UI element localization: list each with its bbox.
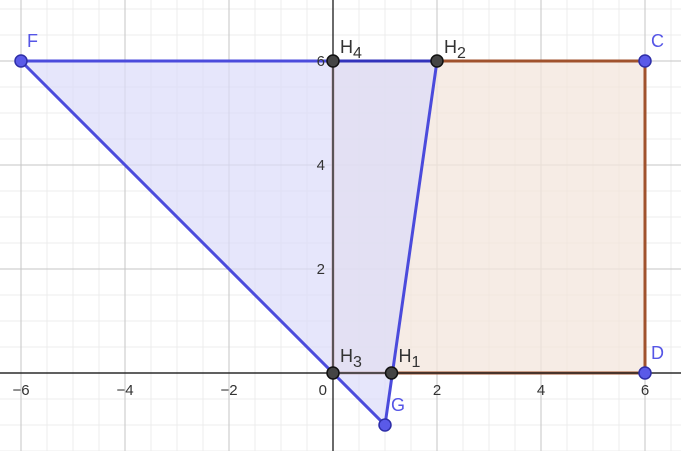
x-tick-label: 4 — [537, 382, 545, 399]
point-label: F — [27, 31, 38, 51]
point-marker[interactable] — [326, 366, 340, 380]
y-tick-label: 4 — [317, 157, 325, 174]
point-label: D — [651, 343, 664, 363]
point-marker[interactable] — [378, 418, 392, 432]
point-marker[interactable] — [638, 366, 652, 380]
point-d[interactable]: D — [638, 343, 664, 380]
x-tick-label: 0 — [319, 382, 327, 399]
point-label-subscript: 4 — [353, 45, 362, 62]
point-marker[interactable] — [638, 54, 652, 68]
point-marker[interactable] — [14, 54, 28, 68]
point-f[interactable]: F — [14, 31, 38, 68]
y-tick-labels: 2 4 6 — [317, 53, 325, 278]
y-tick-label: 6 — [317, 53, 325, 70]
point-label-subscript: 3 — [353, 354, 362, 371]
point-marker[interactable] — [326, 54, 340, 68]
point-h2[interactable]: H2 — [430, 37, 466, 68]
x-tick-label: 2 — [433, 382, 441, 399]
point-g[interactable]: G — [378, 395, 405, 432]
point-label: G — [391, 395, 405, 415]
x-tick-label: −6 — [12, 382, 29, 399]
point-c[interactable]: C — [638, 31, 664, 68]
x-tick-label: 6 — [641, 382, 649, 399]
point-marker[interactable] — [384, 366, 399, 380]
point-label-subscript: 1 — [412, 354, 421, 371]
x-tick-label: −4 — [116, 382, 133, 399]
point-label-subscript: 2 — [457, 45, 466, 62]
y-tick-label: 2 — [317, 261, 325, 278]
point-marker[interactable] — [430, 54, 444, 68]
x-tick-label: −2 — [220, 382, 237, 399]
x-tick-labels: −6 −4 −2 0 2 4 6 — [12, 382, 649, 399]
point-label: C — [651, 31, 664, 51]
